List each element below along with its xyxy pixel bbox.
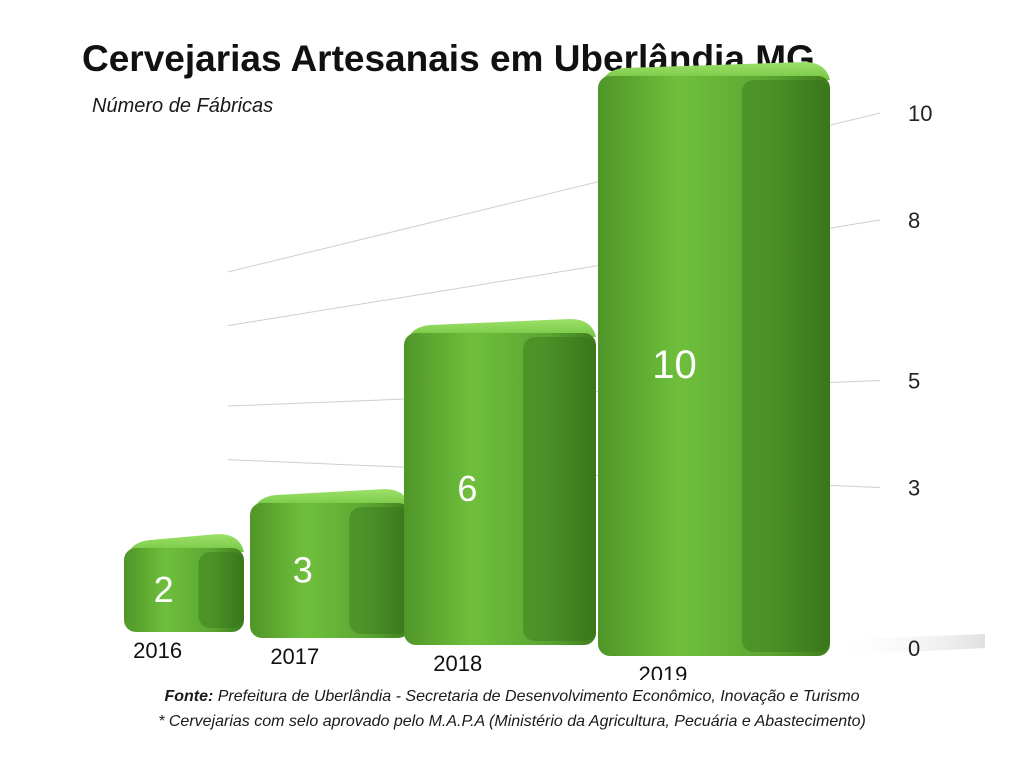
y-tick-label: 10 xyxy=(908,101,932,126)
bar-face xyxy=(250,503,410,638)
bar-shade xyxy=(349,507,410,634)
bar-value-label: 6 xyxy=(457,468,477,509)
bar-value-label: 10 xyxy=(652,343,697,387)
x-tick-label: 2016 xyxy=(133,638,182,663)
chart-subtitle: Número de Fábricas xyxy=(92,95,274,117)
x-tick-label: 2019 xyxy=(638,662,687,680)
bar-value-label: 3 xyxy=(293,550,313,591)
bar-2016: 2 xyxy=(124,534,244,632)
source-text: Prefeitura de Uberlândia - Secretaria de… xyxy=(213,688,860,705)
bar-face xyxy=(124,548,244,632)
footnote: * Cervejarias com selo aprovado pelo M.A… xyxy=(158,713,866,730)
bar-2018: 6 xyxy=(404,319,596,645)
y-tick-label: 8 xyxy=(908,208,920,233)
bar-shade xyxy=(741,80,830,652)
chart-area: 0 3 5 8 10 2 3 6 10 2016 2017 2018 2019 xyxy=(124,62,985,680)
bar-shade xyxy=(198,552,244,628)
y-tick-label: 5 xyxy=(908,369,920,394)
floor-shadow xyxy=(830,634,985,656)
bar-value-label: 2 xyxy=(154,569,174,610)
y-axis: 0 3 5 8 10 xyxy=(908,101,932,661)
bar-face xyxy=(404,333,596,645)
bar-2019: 10 xyxy=(598,62,830,656)
source-note: Fonte: Prefeitura de Uberlândia - Secret… xyxy=(0,688,1024,706)
bars: 2 3 6 10 xyxy=(124,62,830,656)
x-tick-label: 2017 xyxy=(270,644,319,669)
y-tick-label: 0 xyxy=(908,636,920,661)
x-axis: 2016 2017 2018 2019 xyxy=(133,638,687,680)
bar-shade xyxy=(523,337,596,641)
x-tick-label: 2018 xyxy=(433,651,482,676)
y-tick-label: 3 xyxy=(908,476,920,501)
bar-face xyxy=(598,76,830,656)
bar-2017: 3 xyxy=(250,489,410,638)
source-label: Fonte: xyxy=(164,688,214,705)
